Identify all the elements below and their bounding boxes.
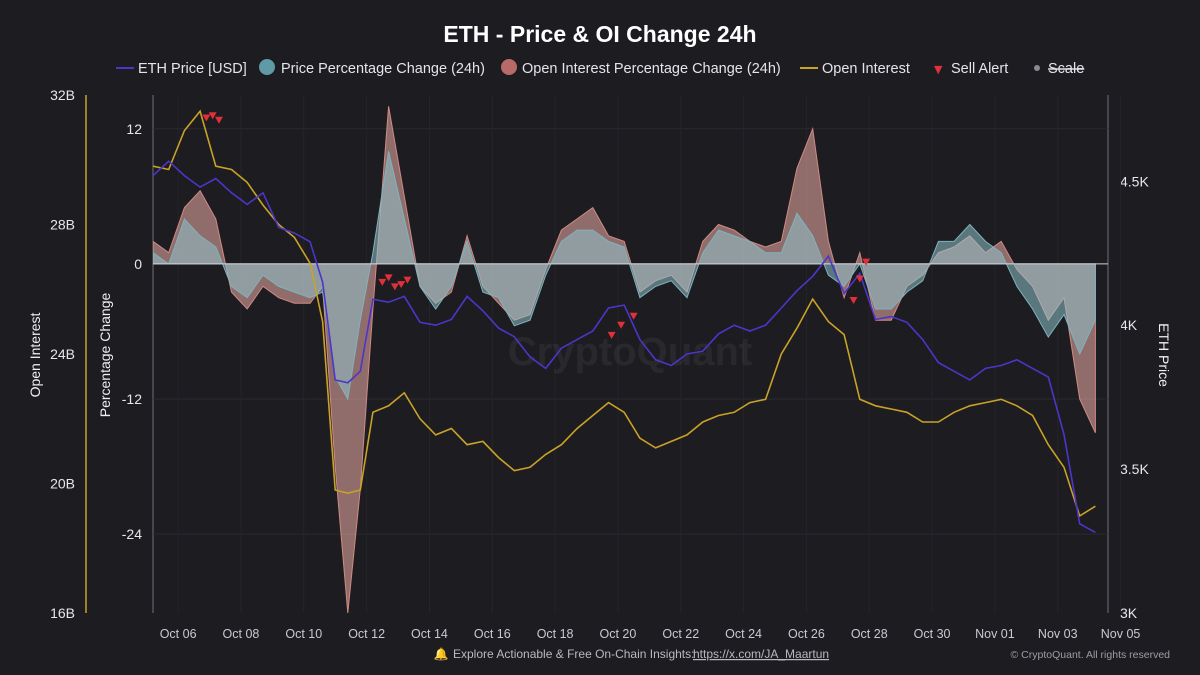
eth-price-axis-title: ETH Price: [1156, 323, 1172, 387]
percentage-tick: -24: [122, 526, 142, 542]
x-tick: Nov 05: [1101, 627, 1141, 641]
x-tick: Oct 12: [348, 627, 385, 641]
x-tick: Oct 08: [223, 627, 260, 641]
sell-alert-marker: [629, 312, 638, 320]
percentage-tick: 0: [134, 256, 142, 272]
eth-price-ticks: 4.5K 4K 3.5K 3K: [1120, 173, 1149, 621]
x-axis-ticks: Oct 06 Oct 08 Oct 10 Oct 12 Oct 14 Oct 16 Oct …: [160, 627, 1141, 641]
percentage-axis-title: Percentage Change: [97, 293, 113, 418]
x-tick: Oct 18: [537, 627, 574, 641]
x-tick: Oct 22: [662, 627, 699, 641]
percentage-tick: 12: [126, 121, 142, 137]
x-tick: Oct 26: [788, 627, 825, 641]
bell-icon: 🔔: [434, 647, 449, 661]
x-tick: Nov 01: [975, 627, 1015, 641]
legend-price-change-swatch: [259, 59, 275, 75]
plot-area: [153, 106, 1108, 614]
sell-alert-marker: [390, 283, 399, 291]
legend-scale[interactable]: Scale: [1048, 61, 1084, 77]
sell-alert-marker: [862, 258, 871, 266]
sell-alert-marker: [855, 275, 864, 283]
sell-alert-marker: [849, 296, 858, 304]
chart-title: ETH - Price & OI Change 24h: [443, 21, 756, 47]
legend-eth-price[interactable]: ETH Price [USD]: [138, 61, 247, 77]
eth-price-tick: 3K: [1120, 605, 1138, 621]
sell-alert-marker: [607, 331, 616, 339]
sell-alert-marker: [397, 281, 406, 289]
open-interest-tick: 32B: [50, 87, 75, 103]
open-interest-tick: 24B: [50, 346, 75, 362]
x-tick: Oct 14: [411, 627, 448, 641]
legend-oi-change[interactable]: Open Interest Percentage Change (24h): [522, 61, 781, 77]
open-interest-line: [153, 109, 1096, 518]
gridlines: [153, 95, 1122, 613]
sell-alert-marker: [214, 116, 223, 124]
legend-scale-swatch: [1034, 65, 1040, 71]
watermark: CryptoQuant: [508, 330, 752, 374]
sell-alert-marker: [403, 276, 412, 284]
legend-open-interest[interactable]: Open Interest: [822, 61, 910, 77]
open-interest-axis-title: Open Interest: [27, 312, 43, 397]
eth-price-tick: 4.5K: [1120, 173, 1149, 189]
open-interest-ticks: 32B 28B 24B 20B 16B: [50, 87, 75, 621]
sell-alerts: [202, 112, 871, 339]
percentage-tick: -12: [122, 391, 142, 407]
x-tick: Oct 24: [725, 627, 762, 641]
open-interest-tick: 20B: [50, 476, 75, 492]
eth-price-tick: 4K: [1120, 317, 1138, 333]
footer: 🔔 Explore Actionable & Free On-Chain Ins…: [434, 647, 1171, 661]
x-tick: Oct 30: [914, 627, 951, 641]
legend: ETH Price [USD] Price Percentage Change …: [116, 59, 1084, 77]
sell-alert-marker: [208, 112, 217, 120]
eth-price-tick: 3.5K: [1120, 461, 1149, 477]
legend-sell-alert-icon: ▼: [934, 63, 943, 76]
x-tick: Oct 28: [851, 627, 888, 641]
sell-alert-marker: [617, 321, 626, 329]
x-tick: Nov 03: [1038, 627, 1078, 641]
footer-link[interactable]: https://x.com/JA_Maartun: [693, 647, 829, 661]
open-interest-tick: 16B: [50, 605, 75, 621]
eth-price-line: [153, 160, 1096, 534]
x-tick: Oct 10: [285, 627, 322, 641]
x-tick: Oct 20: [600, 627, 637, 641]
sell-alert-marker: [384, 274, 393, 282]
percentage-ticks: 12 0 -12 -24: [122, 121, 142, 542]
legend-sell-alert[interactable]: Sell Alert: [951, 61, 1008, 77]
x-tick: Oct 06: [160, 627, 197, 641]
sell-alert-marker: [378, 278, 387, 286]
legend-oi-change-swatch: [501, 59, 517, 75]
x-tick: Oct 16: [474, 627, 511, 641]
legend-price-change[interactable]: Price Percentage Change (24h): [281, 61, 485, 77]
price-change-area: [153, 151, 1096, 401]
sell-alert-marker: [202, 114, 211, 122]
open-interest-tick: 28B: [50, 217, 75, 233]
footer-insight-text: Explore Actionable & Free On-Chain Insig…: [453, 647, 694, 661]
footer-copyright: © CryptoQuant. All rights reserved: [1011, 649, 1171, 661]
